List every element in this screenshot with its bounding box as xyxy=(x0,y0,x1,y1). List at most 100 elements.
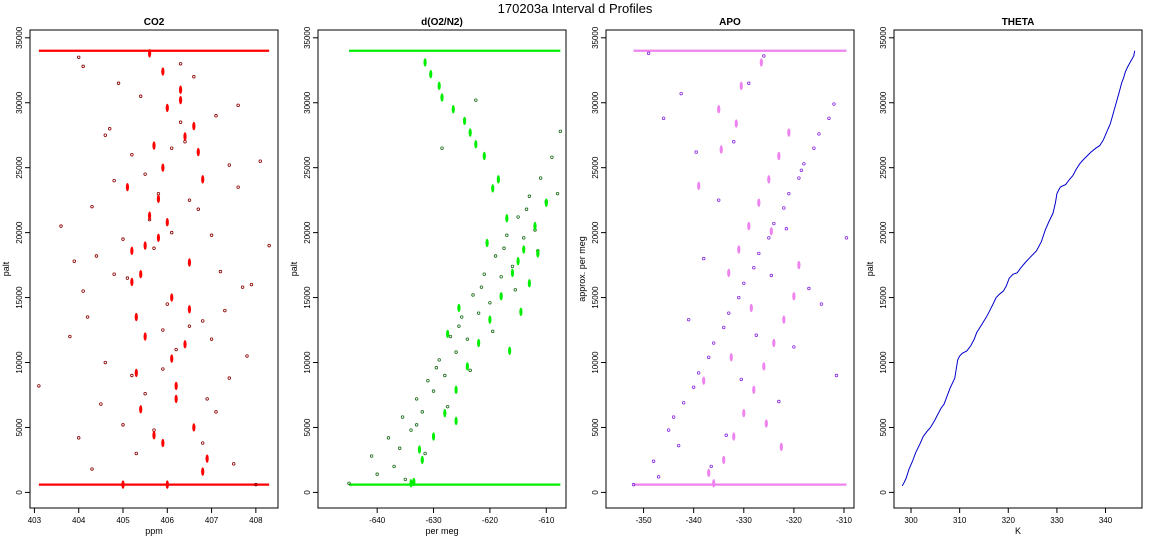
x-tick-label: 406 xyxy=(161,516,175,525)
raw-point xyxy=(834,373,839,378)
raw-point xyxy=(812,146,816,150)
panel-d-o2-n2: d(O2/N2) -640 -630 -620 -610 0 5000 10000 15000 2… xyxy=(289,17,567,536)
avg-point xyxy=(496,175,500,184)
y-tick-label: 30000 xyxy=(591,91,600,114)
avg-point xyxy=(787,128,791,137)
x-tick-label: -350 xyxy=(636,516,653,525)
raw-point xyxy=(232,462,236,466)
raw-point xyxy=(782,206,786,210)
raw-point xyxy=(236,185,240,189)
x-axis-label: per meg xyxy=(425,526,458,536)
avg-point xyxy=(446,329,450,339)
raw-point xyxy=(722,325,726,330)
raw-point xyxy=(772,221,776,226)
raw-point xyxy=(431,389,436,393)
raw-point xyxy=(161,328,165,332)
raw-point xyxy=(707,355,711,360)
avg-point xyxy=(152,431,156,440)
raw-point xyxy=(474,98,478,102)
avg-point xyxy=(482,151,486,161)
raw-point xyxy=(832,102,836,106)
raw-point xyxy=(516,215,520,219)
raw-point xyxy=(491,329,495,334)
raw-point xyxy=(90,467,94,471)
avg-point xyxy=(527,279,531,288)
raw-point xyxy=(752,266,756,270)
raw-point xyxy=(77,436,81,440)
avg-point xyxy=(717,105,721,114)
raw-point xyxy=(797,176,801,180)
raw-point xyxy=(767,236,771,240)
raw-point xyxy=(457,324,461,328)
avg-point xyxy=(757,198,761,207)
avg-point xyxy=(139,269,143,279)
raw-point xyxy=(717,198,721,202)
avg-point xyxy=(769,227,773,236)
avg-point xyxy=(499,292,503,301)
avg-point xyxy=(510,268,515,278)
raw-point xyxy=(666,428,671,432)
raw-point xyxy=(440,146,444,150)
y-tick-label: 15000 xyxy=(879,286,888,309)
avg-point xyxy=(536,249,540,258)
avg-point xyxy=(143,332,147,341)
avg-point xyxy=(474,140,478,149)
y-tick-label: 35000 xyxy=(591,26,600,49)
y-tick-label: 15000 xyxy=(303,286,312,309)
y-tick-label: 30000 xyxy=(15,91,24,114)
raw-point xyxy=(732,140,736,144)
raw-point xyxy=(651,459,656,463)
avg-point xyxy=(152,141,156,150)
avg-point xyxy=(462,116,467,126)
raw-point xyxy=(482,272,486,276)
plot-frame xyxy=(605,29,855,509)
raw-point xyxy=(209,233,214,237)
raw-point xyxy=(414,397,419,401)
y-tick-label: 25000 xyxy=(591,156,600,179)
avg-point xyxy=(121,480,125,489)
y-tick-label: 5000 xyxy=(591,418,600,436)
avg-point xyxy=(183,340,187,349)
avg-point xyxy=(143,241,147,250)
raw-point xyxy=(77,55,81,59)
y-tick-label: 35000 xyxy=(879,26,888,49)
raw-point xyxy=(227,163,231,167)
avg-point xyxy=(485,238,489,248)
panel-title: THETA xyxy=(1002,17,1035,28)
y-tick-label: 25000 xyxy=(15,156,24,179)
avg-point xyxy=(161,163,165,172)
raw-point xyxy=(72,259,76,263)
x-tick-label: 405 xyxy=(116,516,130,525)
avg-point xyxy=(544,198,548,207)
avg-point xyxy=(170,354,174,363)
raw-point xyxy=(646,51,651,56)
avg-point xyxy=(702,376,706,385)
raw-point xyxy=(143,391,147,396)
avg-point xyxy=(130,277,134,287)
y-tick-label: 10000 xyxy=(15,351,24,374)
raw-point xyxy=(139,94,143,98)
avg-point xyxy=(722,455,726,465)
raw-point xyxy=(742,281,746,285)
y-tick-label: 25000 xyxy=(303,156,312,179)
raw-point xyxy=(448,334,453,339)
raw-point xyxy=(471,293,475,297)
raw-point xyxy=(656,475,661,479)
avg-point xyxy=(192,121,196,131)
raw-point xyxy=(386,436,391,440)
raw-point xyxy=(201,441,205,445)
raw-point xyxy=(460,315,464,319)
raw-point xyxy=(817,132,821,136)
avg-point xyxy=(201,175,205,184)
avg-point xyxy=(409,479,413,488)
avg-point xyxy=(134,368,138,378)
avg-point xyxy=(533,221,537,231)
avg-point xyxy=(429,69,433,79)
avg-point xyxy=(505,214,509,223)
avg-point xyxy=(772,338,776,348)
avg-point xyxy=(196,147,200,157)
raw-point xyxy=(465,337,470,341)
y-tick-label: 5000 xyxy=(879,418,888,436)
raw-point xyxy=(443,373,447,378)
avg-point xyxy=(431,432,436,441)
